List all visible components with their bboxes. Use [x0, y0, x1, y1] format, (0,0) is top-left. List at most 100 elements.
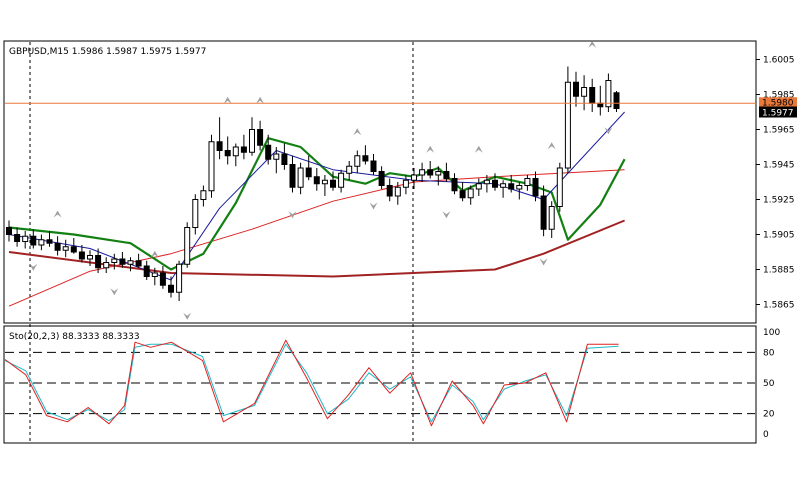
candle: [54, 236, 61, 256]
fractal-down-arrow: [29, 263, 38, 271]
stochastic-axis: 100 80 50 20 0: [763, 328, 780, 440]
fractal-up-arrow: [256, 96, 265, 104]
candle: [394, 182, 401, 205]
candle-body-bear: [257, 129, 264, 146]
candle-body-bear: [281, 153, 288, 165]
candle: [370, 154, 377, 175]
candle: [232, 143, 239, 167]
candle: [224, 136, 231, 165]
candle-body-bear: [159, 272, 166, 286]
stochastic-levels: [5, 351, 755, 415]
line-price-label: 1.5980: [762, 98, 794, 108]
candle: [200, 185, 207, 207]
candle-body-bull: [62, 246, 69, 251]
current-price-label: 1.5977: [762, 109, 794, 119]
candle-body-bear: [305, 167, 312, 178]
candle-body-bull: [151, 272, 158, 277]
line-price-box: [759, 97, 797, 108]
fractal-down-arrow: [369, 202, 378, 210]
fractal-down-arrow: [539, 258, 548, 266]
candle-body-bull: [103, 262, 110, 269]
envelope-line: [8, 137, 626, 271]
candle-body-bear: [459, 190, 466, 199]
candle: [143, 260, 150, 280]
candle: [386, 178, 393, 202]
candles: [6, 66, 620, 301]
price-tick-label: 1.5985: [763, 91, 795, 101]
candle: [581, 75, 588, 111]
price-tick-label: 1.5925: [763, 196, 795, 206]
candle-body-bull: [249, 129, 255, 153]
candle: [564, 66, 571, 174]
stochastic-tick-label: 20: [763, 410, 775, 420]
candle-body-bear: [30, 235, 37, 246]
candle: [516, 182, 523, 200]
fractal-up-arrow: [426, 145, 435, 153]
candle: [289, 155, 296, 193]
candle-body-bull: [548, 206, 555, 230]
candle: [330, 171, 336, 191]
candle: [265, 134, 272, 165]
candle-body-bull: [435, 171, 442, 176]
fractal-up-arrow: [223, 96, 232, 104]
fractal-up-arrow: [150, 250, 159, 258]
candle: [119, 252, 126, 268]
candle: [411, 168, 417, 189]
candle: [556, 162, 563, 212]
candle-body-bull: [475, 183, 482, 190]
candle-body-bear: [597, 102, 604, 108]
price-tick-label: 1.5945: [763, 161, 795, 171]
candle: [192, 194, 199, 235]
price-tick-label: 1.5865: [763, 301, 795, 311]
candle: [508, 175, 515, 193]
fractal-down-arrow: [183, 312, 192, 320]
candle: [548, 201, 555, 238]
candle: [338, 169, 345, 193]
candle-body-bull: [411, 174, 417, 181]
candle-body-bear: [289, 164, 296, 188]
fractal-down-arrow: [604, 127, 613, 135]
fractal-down-arrow: [110, 288, 119, 296]
candle: [30, 229, 37, 249]
current-price-box: [759, 106, 797, 118]
stochastic-signal-line: [4, 343, 619, 423]
candle: [402, 175, 409, 195]
candle-body-bear: [95, 255, 102, 269]
candle-body-bull: [176, 263, 183, 293]
candle: [524, 175, 531, 191]
candle: [321, 175, 328, 196]
candle-body-bear: [443, 171, 450, 179]
candle: [216, 117, 223, 160]
stochastic-lines: [4, 339, 619, 427]
candle-body-bear: [427, 169, 434, 176]
candle: [297, 162, 304, 195]
price-tick-label: 1.5965: [763, 126, 795, 136]
candle-body-bull: [346, 165, 353, 174]
candle-body-bear: [386, 185, 393, 197]
price-tick-label: 1.5905: [763, 231, 795, 241]
candle-body-bear: [224, 150, 231, 157]
candle-body-bear: [492, 179, 498, 188]
price-tick-label: 1.6005: [763, 56, 795, 66]
candle: [168, 276, 174, 298]
candle-body-bear: [54, 242, 61, 251]
candle: [305, 155, 312, 181]
candle: [419, 162, 426, 182]
candle: [240, 134, 247, 160]
candle-body-bull: [192, 199, 199, 228]
fractal-up-arrow: [474, 145, 483, 153]
fractal-up-arrow: [353, 128, 362, 136]
candle: [346, 161, 353, 181]
candle: [135, 253, 142, 268]
fast-ma-line: [8, 111, 625, 281]
main-panel-frame: [3, 40, 757, 324]
candle-body-bear: [508, 183, 515, 190]
candle-body-bull: [127, 260, 134, 265]
candle: [605, 73, 612, 112]
fractal-down-arrow: [442, 211, 451, 219]
candle-body-bear: [14, 234, 21, 242]
candle: [362, 145, 369, 165]
candle-body-bull: [500, 183, 507, 188]
candle-body-bull: [111, 258, 118, 263]
